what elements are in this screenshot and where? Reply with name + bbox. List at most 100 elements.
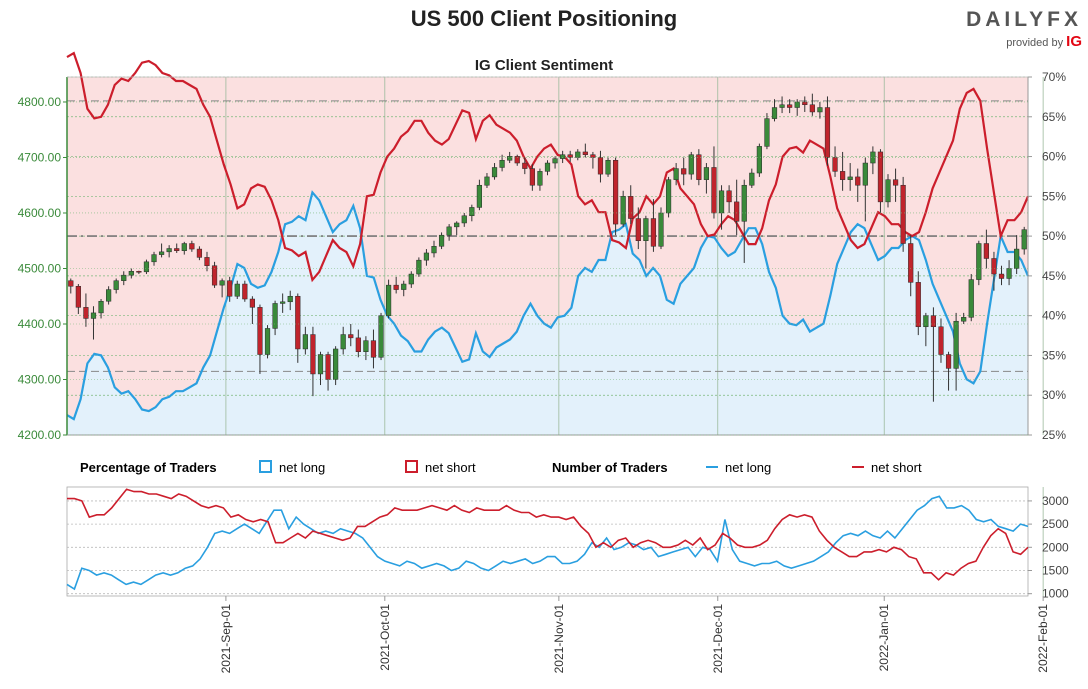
candle-body	[370, 340, 377, 358]
candle-body	[673, 168, 679, 180]
brand-ig: IG	[1066, 33, 1082, 50]
candle-body	[862, 162, 868, 186]
candle-body	[552, 158, 558, 164]
chart-subtitle: IG Client Sentiment	[474, 57, 614, 74]
pct-tick-label: 65%	[1042, 110, 1066, 124]
candle-body	[181, 243, 187, 251]
count-tick-label: 1500	[1042, 563, 1069, 577]
candle-body	[295, 295, 301, 350]
candle-body	[1021, 229, 1027, 250]
candle-body	[983, 243, 989, 259]
candle-body	[461, 215, 467, 224]
price-tick-label: 4400.00	[18, 317, 62, 331]
candle-body	[877, 151, 884, 203]
candle-body	[98, 300, 104, 314]
pct-tick-label: 60%	[1042, 150, 1066, 164]
sub-plot-frame	[66, 486, 1029, 597]
candle-body	[665, 179, 672, 214]
candle-body	[522, 162, 528, 169]
candle-body	[264, 328, 271, 355]
candle-body	[158, 251, 165, 255]
candle-body	[832, 157, 838, 172]
candle-body	[355, 337, 361, 352]
candle-body	[227, 280, 233, 297]
candle-body	[976, 243, 982, 280]
date-tick-label: 2022-Feb-01	[1036, 604, 1050, 673]
pct-tick-label: 40%	[1042, 309, 1066, 323]
price-tick-label: 4600.00	[18, 206, 62, 220]
candle-body	[582, 151, 588, 155]
candle-body	[635, 218, 641, 241]
pct-tick-label: 50%	[1042, 229, 1066, 243]
net-long-count-line	[66, 495, 1029, 591]
date-tick-label: 2022-Jan-01	[877, 604, 891, 672]
legend: Percentage of Traders net long net short…	[80, 460, 922, 475]
candle-body	[681, 168, 687, 175]
legend-pct-short-swatch	[405, 460, 418, 473]
candle-body	[280, 301, 286, 304]
candle-body	[90, 312, 97, 319]
candle-body	[166, 248, 172, 253]
candle-body	[938, 326, 944, 355]
candle-body	[310, 334, 316, 375]
candle-body	[802, 101, 808, 106]
candle-body	[824, 107, 831, 158]
brand-name: DAILYFX	[966, 8, 1082, 31]
candle-body	[726, 190, 732, 203]
candle-body	[499, 160, 505, 168]
main-sentiment-lines	[66, 51, 1030, 421]
candle-body	[529, 168, 535, 186]
main-axes: 4800.00 4700.00 4600.00 4500.00 4400.00 4300.…	[18, 70, 1067, 442]
candle-body	[771, 107, 778, 119]
net-long-area	[67, 192, 1028, 435]
candle-body	[991, 258, 997, 275]
candle-body	[151, 254, 157, 263]
candle-body	[605, 160, 611, 175]
candle-body	[968, 279, 974, 318]
price-tick-label: 4300.00	[18, 372, 62, 386]
candle-body	[189, 243, 195, 250]
candle-body	[272, 303, 278, 329]
brand-subline: provided by IG	[946, 33, 1082, 50]
price-tick-label: 4800.00	[18, 95, 62, 109]
candle-body	[756, 146, 762, 174]
count-tick-label: 1000	[1042, 587, 1069, 601]
candle-body	[287, 295, 293, 303]
candle-body	[121, 274, 127, 281]
sub-trader-lines	[66, 488, 1029, 591]
main-plot-background	[67, 77, 1028, 435]
candle-body	[514, 156, 520, 164]
candle-body	[136, 271, 142, 273]
candle-body	[915, 282, 921, 328]
candle-body	[537, 171, 543, 186]
candle-body	[211, 265, 218, 286]
candle-body	[923, 315, 929, 328]
count-tick-label: 3000	[1042, 494, 1069, 508]
candle-body	[840, 171, 846, 180]
candle-body	[113, 280, 119, 290]
candle-body	[847, 176, 853, 180]
candle-body	[560, 154, 566, 159]
candle-body	[454, 222, 460, 228]
legend-pct-long-swatch	[259, 460, 272, 473]
candle-body	[544, 162, 551, 172]
candle-body	[68, 280, 74, 287]
candle-body	[128, 271, 134, 276]
candle-body	[242, 283, 248, 300]
candle-body	[219, 280, 225, 286]
candle-body	[597, 157, 604, 175]
candle-body	[711, 167, 717, 214]
candle-body	[393, 284, 399, 290]
price-tick-label: 4500.00	[18, 261, 62, 275]
candle-body	[794, 101, 800, 108]
candle-body	[491, 167, 498, 178]
candle-body	[438, 234, 445, 247]
candle-body	[575, 151, 581, 158]
brand-logo: DAILYFX provided by IG	[946, 8, 1082, 50]
legend-pct-long-text: net long	[279, 460, 325, 475]
candle-body	[257, 307, 263, 355]
count-tick-label: 2500	[1042, 517, 1069, 531]
candle-body	[900, 184, 906, 244]
candle-body	[908, 243, 914, 283]
candle-body	[385, 284, 392, 316]
